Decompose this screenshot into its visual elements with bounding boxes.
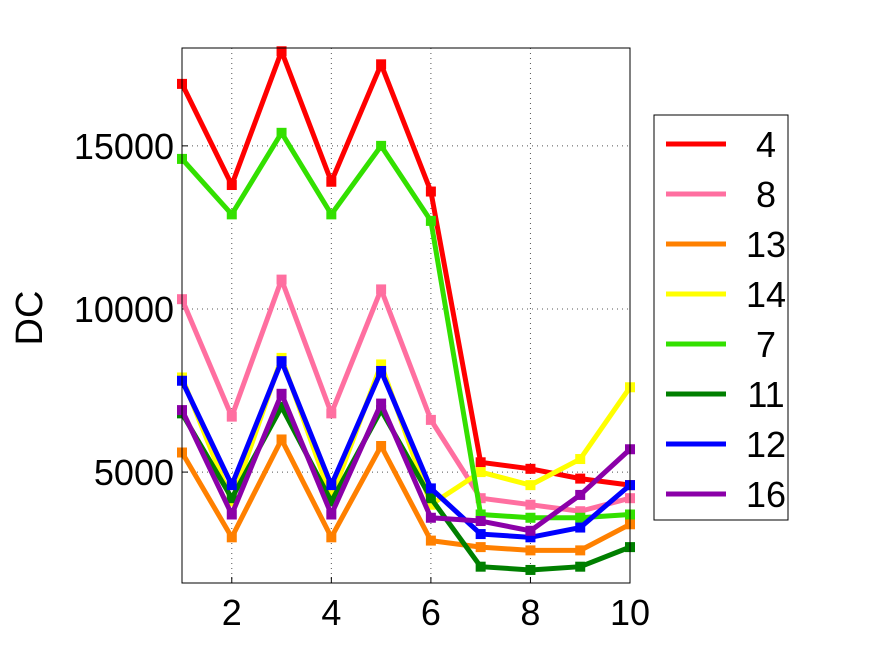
data-point (525, 564, 536, 575)
data-point (326, 496, 337, 507)
series-line-13 (179, 436, 632, 553)
data-point (575, 522, 586, 533)
data-point (575, 454, 586, 465)
data-point (226, 180, 237, 191)
data-point (276, 356, 287, 367)
data-point (525, 532, 536, 543)
data-point (575, 545, 586, 556)
data-point (425, 499, 436, 510)
data-point (475, 542, 486, 553)
data-point (226, 480, 237, 491)
y-axis-label: DC (9, 291, 51, 346)
legend-label: 8 (756, 174, 776, 215)
series-line-7 (180, 130, 631, 521)
data-point (276, 46, 287, 57)
data-point (575, 561, 586, 572)
legend-label: 12 (746, 424, 786, 465)
series-line-8 (179, 277, 631, 514)
data-point (226, 411, 237, 422)
data-point (525, 480, 536, 491)
data-point (425, 414, 436, 425)
data-point (575, 473, 586, 484)
legend-label: 13 (746, 224, 786, 265)
x-tick-label: 8 (520, 592, 540, 633)
series-group (177, 46, 635, 575)
data-point (425, 535, 436, 546)
data-point (425, 512, 436, 523)
legend-box (653, 114, 789, 521)
plot-frame (181, 47, 631, 584)
data-point (226, 209, 237, 220)
data-point (326, 480, 337, 491)
x-tick-label: 6 (421, 592, 441, 633)
data-point (475, 529, 486, 540)
data-point (425, 215, 436, 226)
x-tick-label: 10 (610, 592, 650, 633)
data-point (326, 209, 337, 220)
data-point (326, 176, 337, 187)
data-point (376, 140, 387, 151)
data-point (276, 388, 287, 399)
data-point (475, 457, 486, 468)
series-line-4 (179, 48, 631, 488)
data-point (276, 127, 287, 138)
data-point (575, 506, 586, 517)
data-point (376, 398, 387, 409)
data-point (525, 545, 536, 556)
legend-label: 14 (746, 274, 786, 315)
data-point (475, 467, 486, 478)
data-point (525, 525, 536, 536)
y-tick-label: 15000 (74, 126, 174, 167)
y-tick-label: 10000 (74, 289, 174, 330)
axes (181, 47, 631, 584)
series-line-16 (179, 391, 632, 534)
y-tick-label: 5000 (94, 452, 174, 493)
data-point (425, 483, 436, 494)
legend-label: 16 (746, 474, 786, 515)
data-point (376, 405, 387, 416)
data-point (326, 408, 337, 419)
data-point (425, 493, 436, 504)
data-point (326, 509, 337, 520)
tick-labels: 2 4 6 8 10 5000 10000 15000 (74, 126, 650, 633)
data-point (226, 509, 237, 520)
data-point (575, 512, 586, 523)
data-point (525, 463, 536, 474)
legend-label: 4 (756, 124, 776, 165)
x-tick-label: 4 (321, 592, 341, 633)
series-line-12 (179, 358, 632, 540)
data-point (475, 516, 486, 527)
data-point (226, 493, 237, 504)
data-point (575, 489, 586, 500)
legend: 4 8 13 14 7 11 12 16 (653, 114, 789, 521)
data-point (475, 561, 486, 572)
data-point (525, 512, 536, 523)
data-point (475, 493, 486, 504)
data-point (376, 59, 387, 70)
data-point (376, 359, 387, 370)
data-point (425, 186, 436, 197)
data-point (376, 284, 387, 295)
data-point (276, 434, 287, 445)
data-point (276, 401, 287, 412)
data-point (226, 532, 237, 543)
x-tick-label: 2 (222, 592, 242, 633)
data-point (276, 274, 287, 285)
data-point (525, 499, 536, 510)
legend-label: 7 (756, 324, 776, 365)
data-point (376, 440, 387, 451)
legend-label: 11 (747, 374, 784, 415)
data-point (376, 365, 387, 376)
data-point (475, 509, 486, 520)
data-point (326, 532, 337, 543)
